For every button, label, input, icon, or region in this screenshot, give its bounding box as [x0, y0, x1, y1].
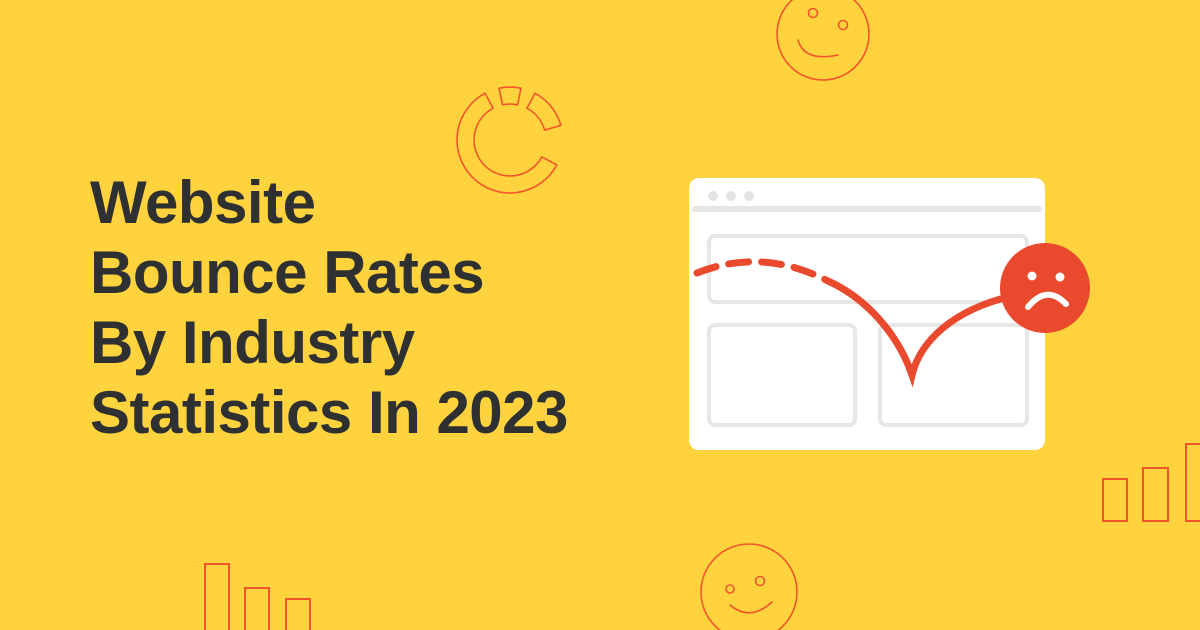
bounce-curve-icon	[693, 258, 1016, 388]
title-line-1: Website	[90, 169, 316, 236]
bar-chart-ascending-icon	[1102, 443, 1200, 522]
smiley-face-outline-icon	[700, 543, 798, 630]
window-dot-icon	[708, 191, 718, 201]
sad-face-badge-icon	[1000, 243, 1090, 333]
sad-face-outline-icon	[776, 0, 870, 81]
window-dot-icon	[726, 191, 736, 201]
content-placeholder-right	[878, 323, 1029, 427]
address-bar	[692, 206, 1042, 212]
page-title: Website Bounce Rates By Industry Statist…	[90, 168, 568, 448]
window-dot-icon	[744, 191, 754, 201]
donut-chart-icon	[456, 86, 562, 194]
title-line-2: Bounce Rates	[90, 239, 485, 306]
content-placeholder-left	[707, 323, 857, 427]
window-controls	[708, 191, 754, 201]
bar-chart-descending-icon	[204, 563, 311, 630]
title-line-3: By Industry	[90, 309, 415, 376]
title-line-4: Statistics In 2023	[90, 379, 568, 446]
